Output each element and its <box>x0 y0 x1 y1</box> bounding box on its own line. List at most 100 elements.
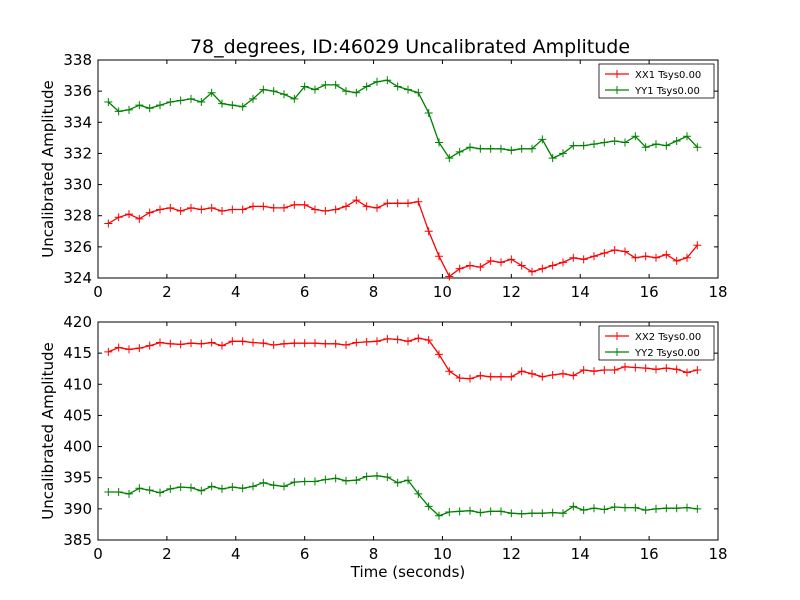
data-point <box>290 94 299 103</box>
data-point <box>135 344 144 353</box>
data-point <box>662 250 671 259</box>
y-tick-label: 400 <box>63 438 92 456</box>
data-point <box>693 365 702 374</box>
x-tick-label: 8 <box>369 283 379 301</box>
data-point <box>672 136 681 145</box>
data-point <box>497 372 505 381</box>
data-point <box>156 488 164 497</box>
data-point <box>486 256 495 265</box>
data-point <box>352 338 361 347</box>
data-point <box>528 369 536 378</box>
data-point <box>207 88 216 97</box>
data-point <box>300 200 309 209</box>
data-point <box>321 207 330 216</box>
data-point <box>280 482 288 491</box>
y-tick-label: 420 <box>63 313 92 331</box>
data-point <box>393 478 402 487</box>
data-point <box>600 249 609 258</box>
data-point <box>569 141 578 150</box>
data-point <box>114 107 123 116</box>
data-point <box>114 213 123 222</box>
data-point <box>280 203 288 212</box>
data-point <box>228 483 237 492</box>
data-point <box>569 502 578 511</box>
data-point <box>259 202 268 211</box>
y-tick-label: 324 <box>63 269 92 287</box>
data-point <box>466 374 474 383</box>
x-tick-label: 14 <box>571 283 590 301</box>
data-point <box>362 472 371 481</box>
x-tick-label: 16 <box>640 545 659 563</box>
data-point <box>590 504 598 513</box>
data-point <box>280 90 288 99</box>
series-line <box>108 475 698 517</box>
y-tick-label: 338 <box>63 51 92 69</box>
data-point <box>145 208 154 217</box>
data-point <box>207 203 216 212</box>
data-point <box>125 105 133 114</box>
legend-marker <box>613 348 621 356</box>
data-point <box>672 504 681 513</box>
data-point <box>517 367 526 376</box>
x-tick-label: 8 <box>369 545 379 563</box>
data-point <box>331 474 340 483</box>
x-tick-label: 0 <box>93 545 103 563</box>
data-point <box>145 486 154 495</box>
data-point <box>290 478 299 487</box>
data-point <box>528 144 536 153</box>
data-point <box>249 202 257 211</box>
data-point <box>269 341 278 350</box>
series-line <box>107 199 698 278</box>
data-point <box>652 140 660 149</box>
data-point <box>238 337 247 346</box>
data-point <box>559 258 567 267</box>
data-point <box>466 143 474 152</box>
y-tick-label: 405 <box>63 406 92 424</box>
data-point <box>187 483 195 492</box>
data-point <box>383 473 392 482</box>
data-point <box>455 374 464 383</box>
data-point <box>559 369 567 378</box>
data-point <box>104 98 113 107</box>
data-point <box>218 341 226 350</box>
data-point <box>621 362 629 371</box>
data-point <box>538 264 547 273</box>
series-line <box>107 79 698 159</box>
data-point <box>269 481 278 490</box>
data-point <box>104 347 113 356</box>
data-point <box>414 489 423 498</box>
data-point <box>538 135 547 144</box>
data-point <box>414 197 423 206</box>
data-point <box>435 350 443 359</box>
data-point <box>331 205 340 214</box>
data-point <box>135 214 144 223</box>
x-tick-label: 2 <box>162 283 172 301</box>
x-tick-label: 14 <box>571 545 590 563</box>
data-point <box>311 477 319 486</box>
data-point <box>414 334 423 343</box>
data-point <box>424 502 433 511</box>
legend-marker <box>613 70 621 78</box>
y-tick-label: 328 <box>63 207 92 225</box>
data-point <box>435 138 443 147</box>
data-point <box>176 340 185 349</box>
data-point <box>228 337 237 346</box>
data-point <box>218 207 226 216</box>
data-point <box>269 87 278 96</box>
data-point <box>600 505 609 514</box>
data-point <box>445 272 454 281</box>
data-point <box>228 205 237 214</box>
data-point <box>311 339 319 348</box>
figure-title: 78_degrees, ID:46029 Uncalibrated Amplit… <box>190 36 630 58</box>
data-point <box>373 77 381 86</box>
data-point <box>683 368 691 377</box>
data-point <box>362 82 371 91</box>
data-point <box>662 504 671 513</box>
data-point <box>590 140 598 149</box>
x-tick-label: 6 <box>300 283 310 301</box>
data-point <box>621 503 629 512</box>
data-point <box>610 136 619 145</box>
data-point <box>569 371 578 380</box>
y-tick-label: 395 <box>63 469 92 487</box>
